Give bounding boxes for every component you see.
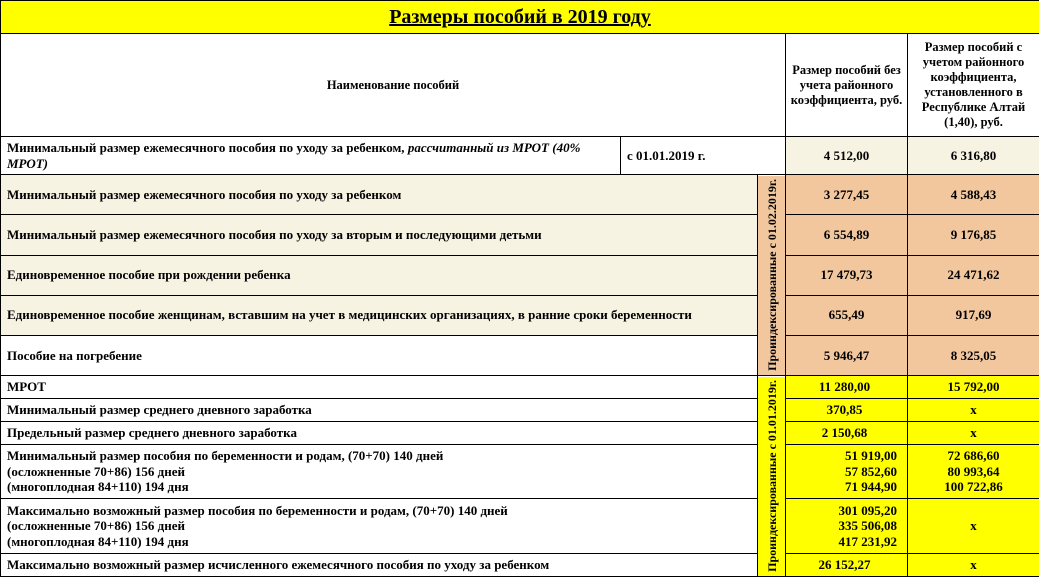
cell-v1: 301 095,20 335 506,08 417 231,92	[786, 499, 908, 554]
cell-v2: x	[908, 399, 1039, 422]
header-val1: Размер пособий без учета районного коэфф…	[786, 34, 908, 137]
row-max-care: Максимально возможный размер исчисленног…	[1, 554, 1039, 577]
row-mrot: МРОТ Проиндексированные с 01.01.2019г. 1…	[1, 376, 1039, 399]
cell-v2: x	[908, 421, 1039, 444]
cell-v1: 6 554,89	[786, 215, 908, 255]
cell-label: Минимальный размер среднего дневного зар…	[1, 399, 758, 422]
cell-v1: 17 479,73	[786, 255, 908, 295]
cell-label: Единовременное пособие при рождении ребе…	[1, 255, 758, 295]
row-mrot40: Минимальный размер ежемесячного пособия …	[1, 137, 1039, 175]
row-max-pregnancy: Максимально возможный размер пособия по …	[1, 499, 1039, 554]
cell-v1: 5 946,47	[786, 335, 908, 375]
row-min-daily: Минимальный размер среднего дневного зар…	[1, 399, 1039, 422]
row-peach-3: Единовременное пособие женщинам, вставши…	[1, 295, 1039, 335]
cell-v2: 72 686,60 80 993,64 100 722,86	[908, 444, 1039, 499]
vertical-label-2: Проиндексированные с 01.01.2019г.	[758, 376, 786, 577]
cell-v1: 655,49	[786, 295, 908, 335]
header-val2: Размер пособий с учетом районного коэффи…	[908, 34, 1039, 137]
cell-label: Предельный размер среднего дневного зара…	[1, 421, 758, 444]
cell-label: Пособие на погребение	[1, 335, 758, 375]
cell-v1: 26 152,27	[786, 554, 908, 577]
cell-label: Минимальный размер ежемесячного пособия …	[1, 175, 758, 215]
cell-v1: 3 277,45	[786, 175, 908, 215]
cell-v2: x	[908, 554, 1039, 577]
cell-v2: 9 176,85	[908, 215, 1039, 255]
cell-v1: 4 512,00	[786, 137, 908, 175]
benefits-table: Размеры пособий в 2019 году Наименование…	[0, 0, 1039, 577]
header-row: Наименование пособий Размер пособий без …	[1, 34, 1039, 137]
cell-label: Максимально возможный размер пособия по …	[1, 499, 758, 554]
title-row: Размеры пособий в 2019 году	[1, 1, 1039, 34]
cell-date: с 01.01.2019 г.	[621, 137, 786, 175]
cell-v2: x	[908, 499, 1039, 554]
cell-v1: 11 280,00	[786, 376, 908, 399]
vertical-label-1: Проиндексированные с 01.02.2019г.	[758, 175, 786, 376]
cell-label: Максимально возможный размер исчисленног…	[1, 554, 758, 577]
row-max-daily: Предельный размер среднего дневного зара…	[1, 421, 1039, 444]
row-min-pregnancy: Минимальный размер пособия по беременнос…	[1, 444, 1039, 499]
cell-v1: 51 919,00 57 852,60 71 944,90	[786, 444, 908, 499]
row-peach-0: Минимальный размер ежемесячного пособия …	[1, 175, 1039, 215]
row-peach-2: Единовременное пособие при рождении ребе…	[1, 255, 1039, 295]
cell-v1: 2 150,68	[786, 421, 908, 444]
row-peach-1: Минимальный размер ежемесячного пособия …	[1, 215, 1039, 255]
cell-v2: 4 588,43	[908, 175, 1039, 215]
cell-v2: 6 316,80	[908, 137, 1039, 175]
cell-label: Минимальный размер пособия по беременнос…	[1, 444, 758, 499]
header-name: Наименование пособий	[1, 34, 786, 137]
cell-v2: 15 792,00	[908, 376, 1039, 399]
cell-v2: 24 471,62	[908, 255, 1039, 295]
cell-label: Минимальный размер ежемесячного пособия …	[1, 215, 758, 255]
cell-label: Минимальный размер ежемесячного пособия …	[1, 137, 621, 175]
cell-label: МРОТ	[1, 376, 758, 399]
cell-v2: 8 325,05	[908, 335, 1039, 375]
cell-v2: 917,69	[908, 295, 1039, 335]
cell-label: Единовременное пособие женщинам, вставши…	[1, 295, 758, 335]
cell-v1: 370,85	[786, 399, 908, 422]
row-funeral: Пособие на погребение 5 946,47 8 325,05	[1, 335, 1039, 375]
page-title: Размеры пособий в 2019 году	[1, 1, 1039, 34]
